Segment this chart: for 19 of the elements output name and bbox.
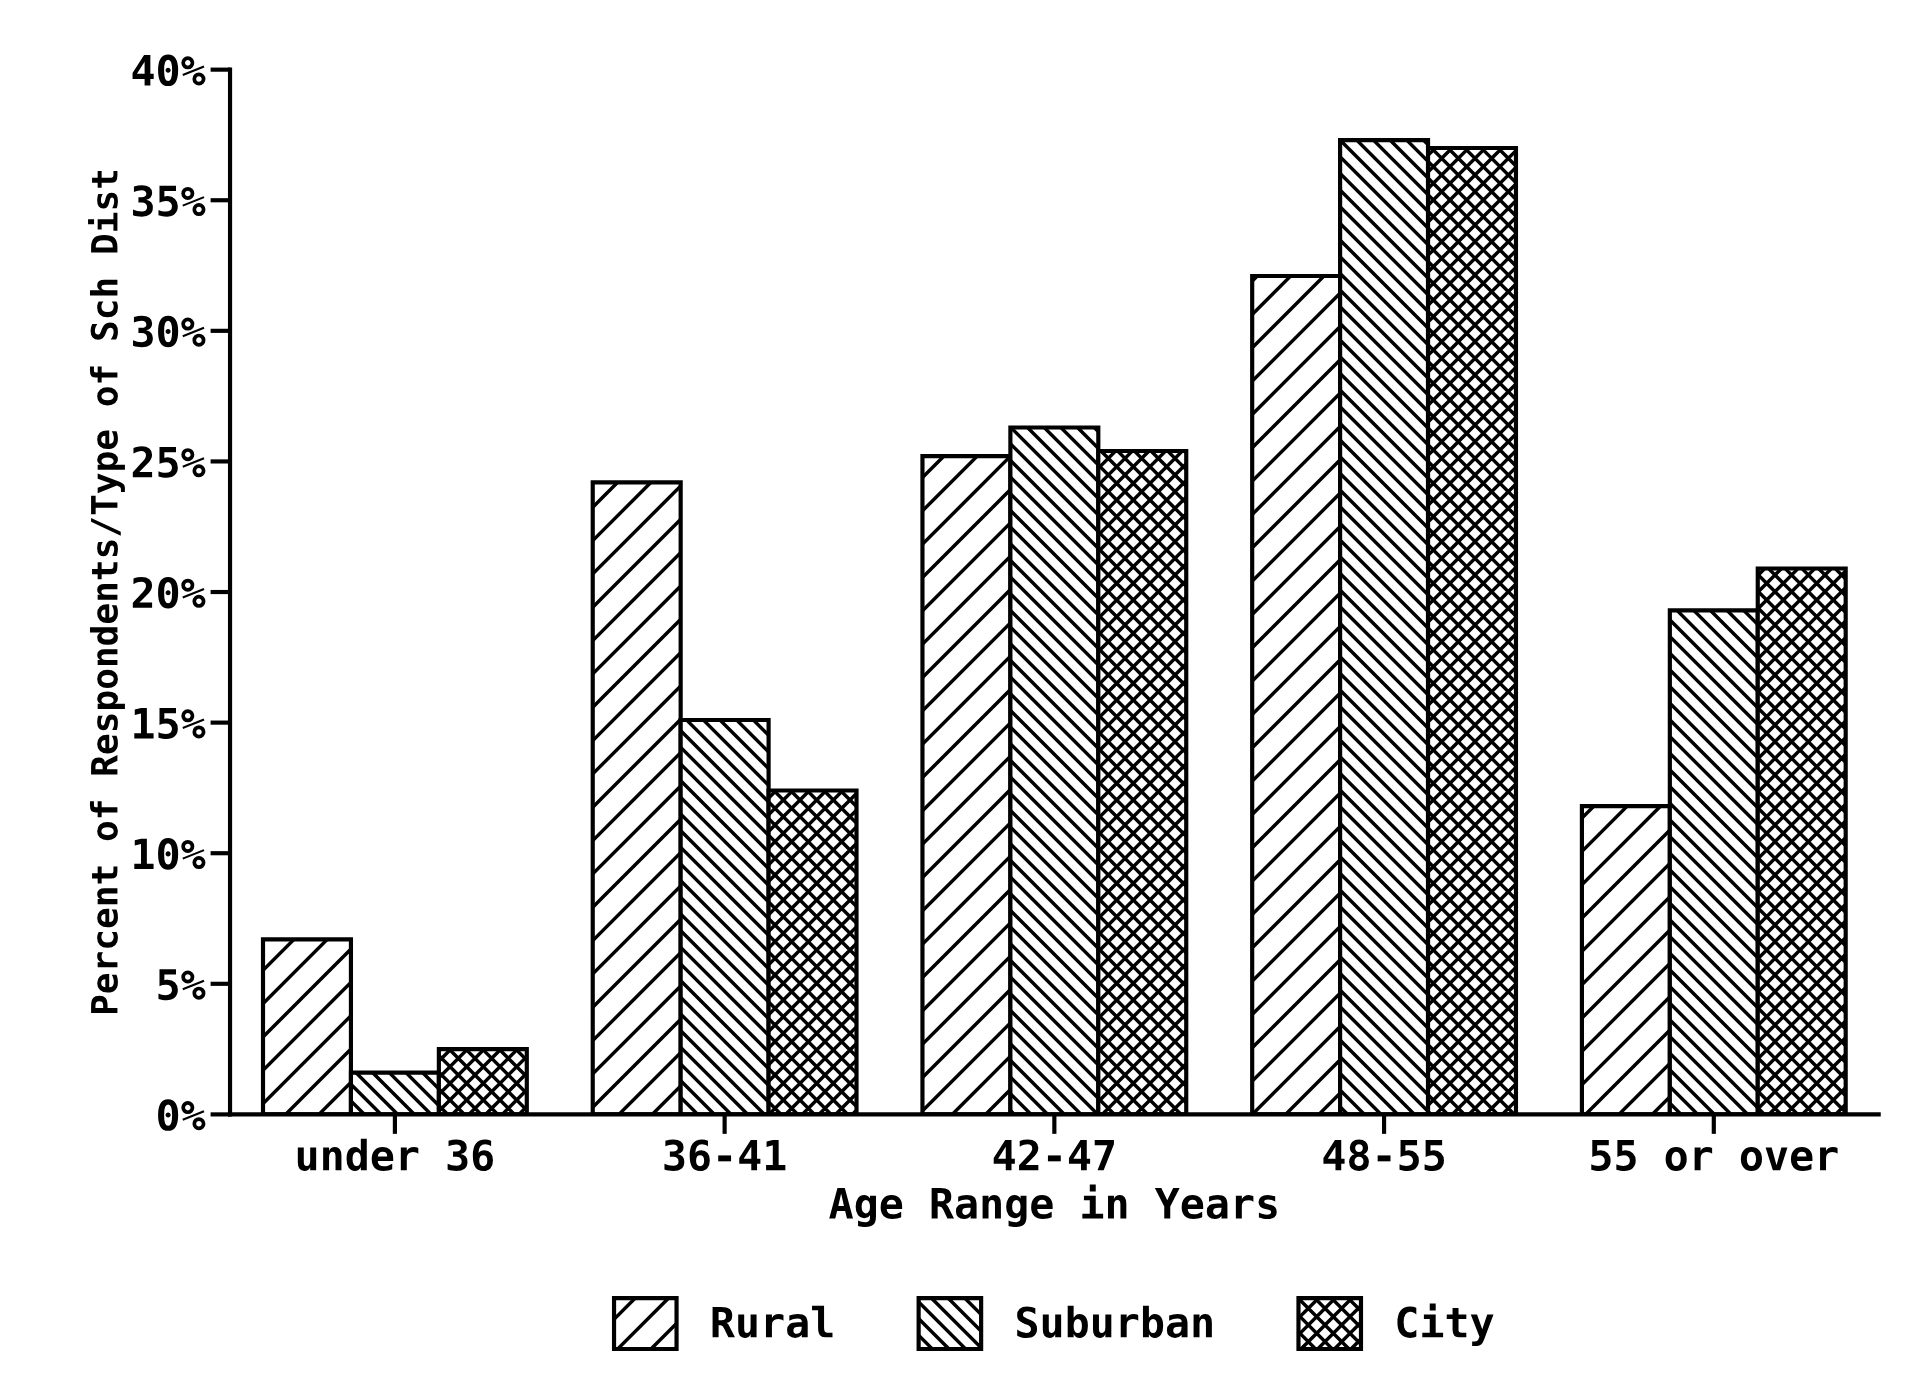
y-tick-label: 35%: [133, 185, 206, 217]
y-tick-label: 0%: [158, 1099, 206, 1131]
y-tick-label: 20%: [132, 576, 206, 609]
y-tick-label: 15%: [134, 708, 206, 740]
y-tick-label: 25%: [132, 446, 206, 478]
x-tick-label: 42-47: [993, 1139, 1114, 1171]
y-tick-label: 30%: [133, 315, 206, 348]
legend-label: Suburban: [1017, 1305, 1212, 1338]
y-tick-label: 5%: [158, 969, 206, 1001]
x-tick-label: 36-41: [664, 1139, 786, 1171]
x-tick-label: under 36: [297, 1138, 493, 1171]
legend-label: Rural: [712, 1305, 833, 1338]
x-axis-title: Age Range in Years: [829, 1184, 1277, 1228]
x-tick-label: 55 or over: [1591, 1139, 1838, 1171]
y-tick-label: 10%: [134, 838, 206, 870]
legend-label: City: [1397, 1303, 1494, 1346]
y-axis-title: Percent of Respondents/Type of Sch Dist: [88, 170, 125, 1014]
x-tick-label: 48-55: [1323, 1139, 1444, 1171]
y-tick-label: 40%: [132, 54, 206, 87]
